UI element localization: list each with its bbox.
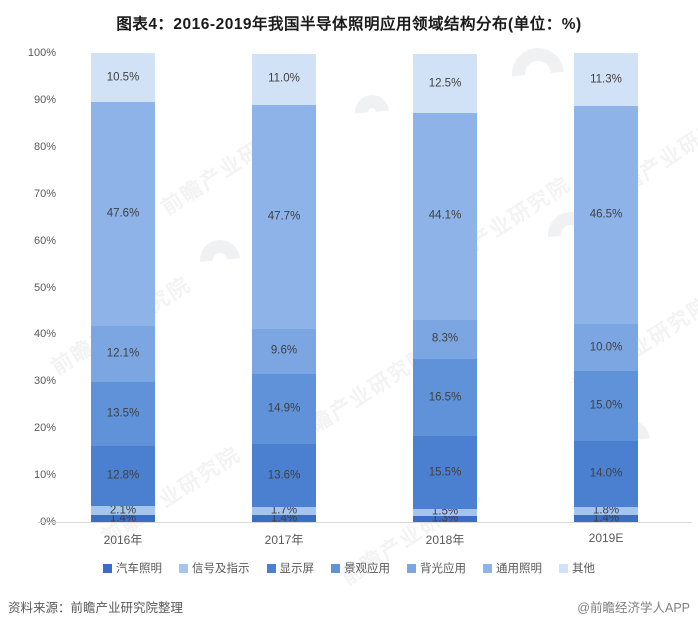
segment-value-label: 47.6%: [106, 207, 140, 220]
legend-label: 其他: [572, 563, 595, 575]
segment-value-label: 12.1%: [106, 347, 140, 360]
segment-value-label: 12.8%: [106, 469, 140, 482]
legend: 汽车照明 信号及指示 显示屏 景观应用 背光应用 通用照明 其他: [0, 560, 698, 576]
y-axis-tick-label: 20%: [33, 422, 56, 435]
segment-value-label: 10.0%: [589, 341, 623, 354]
bar-segment-其他: 10.5%: [91, 53, 155, 103]
legend-item-通用照明: 通用照明: [483, 560, 542, 576]
bar-segment-背光应用: 9.6%: [252, 328, 316, 374]
segment-value-label: 11.0%: [268, 72, 300, 85]
x-axis-label: 2019E: [588, 531, 624, 545]
bar-segment-信号及指示: 2.1%: [91, 504, 155, 517]
bar-segment-显示屏: 12.8%: [91, 445, 155, 506]
segment-value-label: 11.3%: [590, 73, 622, 86]
legend-swatch-icon: [559, 563, 568, 573]
x-axis-label: 2017年: [264, 533, 304, 547]
bar-segment-通用照明: 47.7%: [252, 105, 316, 329]
bar-segment-其他: 11.0%: [252, 53, 316, 106]
x-axis-label: 2018年: [425, 533, 465, 547]
legend-item-信号及指示: 信号及指示: [179, 560, 250, 576]
segment-value-label: 15.5%: [428, 466, 462, 479]
bar-segment-通用照明: 46.5%: [574, 106, 638, 325]
segment-value-label: 16.5%: [428, 391, 462, 403]
app-credit: @前瞻经济学人APP: [577, 601, 690, 615]
y-axis-tick-label: 60%: [33, 234, 56, 247]
segment-value-label: 13.6%: [267, 469, 301, 482]
x-axis-line: [38, 522, 692, 523]
y-axis-tick-label: 50%: [33, 281, 56, 294]
bar-segment-景观应用: 15.0%: [574, 371, 638, 442]
y-axis-tick-label: 40%: [33, 328, 56, 341]
segment-value-label: 8.3%: [431, 332, 459, 345]
legend-label: 汽车照明: [116, 563, 162, 575]
bar-segment-信号及指示: 1.7%: [252, 505, 316, 517]
legend-swatch-icon: [179, 563, 188, 573]
legend-swatch-icon: [103, 563, 112, 573]
page-title: 图表4：2016-2019年我国半导体照明应用领域结构分布(单位：%): [116, 16, 582, 33]
bar-segment-通用照明: 44.1%: [413, 113, 477, 320]
legend-item-背光应用: 背光应用: [407, 560, 466, 576]
bar-segment-背光应用: 8.3%: [413, 319, 477, 359]
segment-value-label: 44.1%: [428, 209, 462, 222]
legend-swatch-icon: [266, 563, 276, 573]
legend-item-其他: 其他: [559, 560, 595, 576]
legend-item-汽车照明: 汽车照明: [103, 560, 162, 576]
legend-swatch-icon: [483, 563, 492, 573]
bar-segment-通用照明: 47.6%: [91, 102, 155, 326]
segment-value-label: 9.6%: [270, 344, 298, 357]
source-note: 资料来源：前瞻产业研究院整理: [8, 601, 184, 615]
segment-value-label: 14.0%: [589, 467, 623, 480]
legend-swatch-icon: [331, 563, 340, 573]
legend-label: 通用照明: [496, 563, 542, 575]
segment-value-label: 12.5%: [428, 77, 462, 90]
legend-swatch-icon: [407, 563, 416, 573]
segment-value-label: 13.5%: [106, 407, 140, 420]
segment-value-label: 10.5%: [106, 71, 140, 84]
x-axis-label: 2016年: [103, 533, 143, 547]
legend-label: 信号及指示: [192, 563, 250, 575]
segment-value-label: 46.5%: [589, 208, 623, 221]
bar-segment-其他: 12.5%: [413, 54, 477, 114]
y-axis-tick-label: 30%: [33, 375, 56, 388]
legend-label: 显示屏: [279, 563, 315, 575]
bar-segment-背光应用: 10.0%: [574, 324, 638, 371]
plot-area: 1.4% 2.1% 12.8% 13.5% 12.1% 47.6% 10.5% 1.4% 1.7…: [0, 53, 698, 524]
bar-segment-景观应用: 14.9%: [252, 373, 316, 444]
legend-item-显示屏: 显示屏: [266, 560, 315, 576]
bar-segment-显示屏: 13.6%: [252, 443, 316, 508]
segment-value-label: 47.7%: [267, 210, 301, 223]
bar-column-2017年: 1.4% 1.7% 13.6% 14.9% 9.6% 47.7% 11.0%: [252, 53, 316, 524]
legend-item-景观应用: 景观应用: [331, 560, 390, 576]
segment-value-label: 15.0%: [589, 399, 623, 412]
y-axis-tick-label: 100%: [27, 47, 56, 59]
bar-segment-信号及指示: 1.8%: [574, 505, 638, 517]
bar-column-2018年: 1.3% 1.5% 15.5% 16.5% 8.3% 44.1% 12.5%: [413, 53, 477, 524]
y-axis-tick-label: 90%: [33, 93, 56, 106]
segment-value-label: 14.9%: [267, 402, 301, 415]
bar-column-2016年: 1.4% 2.1% 12.8% 13.5% 12.1% 47.6% 10.5%: [91, 53, 155, 524]
bar-segment-显示屏: 14.0%: [574, 441, 638, 507]
y-axis-tick-label: 70%: [33, 187, 56, 200]
bar-segment-景观应用: 16.5%: [413, 358, 477, 437]
bar-segment-显示屏: 15.5%: [413, 436, 477, 509]
y-axis-tick-label: 80%: [33, 140, 56, 153]
bar-segment-信号及指示: 1.5%: [413, 506, 477, 518]
bar-segment-景观应用: 13.5%: [91, 382, 155, 446]
bar-segment-背光应用: 12.1%: [91, 325, 155, 383]
bar-column-2019E: 1.4% 1.8% 14.0% 15.0% 10.0% 46.5% 11.3%: [574, 53, 638, 524]
legend-label: 景观应用: [344, 563, 390, 575]
bar-segment-其他: 11.3%: [574, 53, 638, 107]
legend-label: 背光应用: [420, 563, 466, 575]
segment-value-label: 2.1%: [109, 504, 137, 517]
y-axis-tick-label: 10%: [33, 469, 56, 482]
